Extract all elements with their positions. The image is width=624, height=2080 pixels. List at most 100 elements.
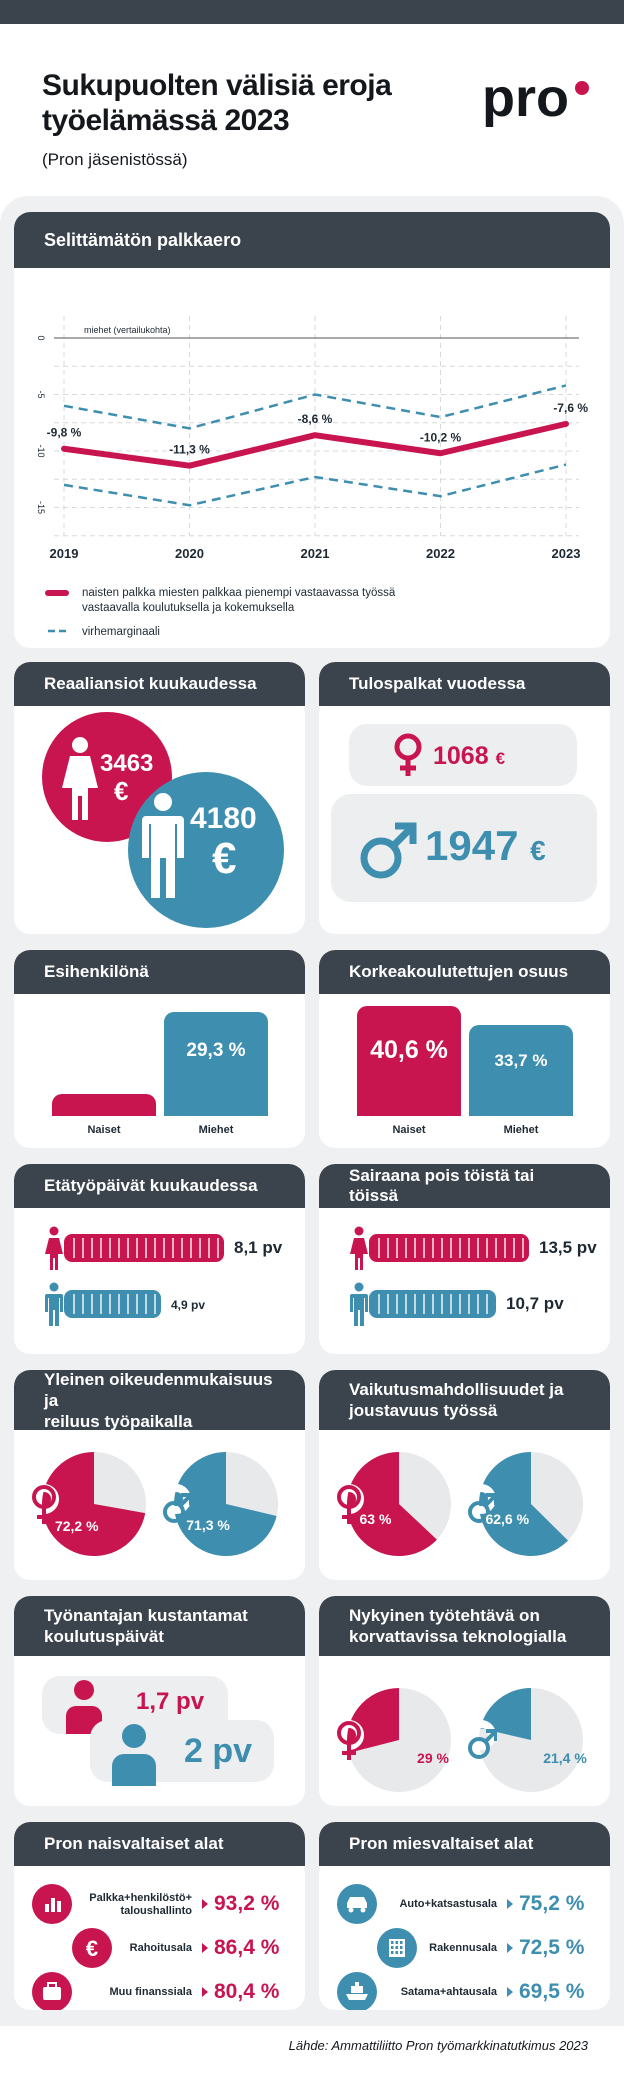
women-income-value: 3463 (100, 750, 154, 777)
male-fields-list: Auto+katsastusala 75,2 % Rakennusala 72,5 %… (319, 1822, 610, 2010)
industry-label-line: Muu finanssiala (109, 1986, 192, 1998)
pay-gap-card: Selittämätön palkkaero miehet (vertailuk… (14, 212, 610, 648)
pie-slice (479, 1452, 568, 1556)
women-bonus-value: 1068 € (433, 742, 506, 770)
bonus-card: Tulospalkat vuodessa 1068 € 1947 € (319, 662, 610, 934)
pie-value-label: 72,2 % (54, 1517, 99, 1534)
industry-label: Palkka+henkilöstö+ taloushallinto (54, 1892, 192, 1918)
industry-value: 75,2 % (519, 1892, 585, 1915)
pill-bar (64, 1234, 224, 1262)
male-symbol-icon (162, 1484, 192, 1523)
training-heading: Työnantajan kustantamat koulutuspäivät (14, 1596, 305, 1656)
tech-chart: 29 % 21,4 % (319, 1596, 610, 1806)
value-arrow (202, 1899, 208, 1909)
industry-value: 69,5 % (519, 1980, 585, 2003)
chart-icon (32, 1884, 72, 1924)
page-subtitle: (Pron jäsenistössä) (42, 150, 188, 169)
male-symbol-icon (360, 822, 417, 879)
man-bust-icon (112, 1724, 156, 1786)
pie-value-label: 71,3 % (186, 1517, 230, 1534)
pill-value-label: 10,7 pv (506, 1294, 564, 1313)
person-body (350, 1238, 368, 1270)
pie-value-label: 29 % (417, 1750, 449, 1766)
person-body (45, 1238, 63, 1270)
pie (42, 1452, 146, 1556)
bar (357, 1006, 461, 1116)
ship-icon (337, 1972, 377, 2010)
women-bonus-box (349, 724, 577, 786)
pro-logo: pro (482, 68, 589, 128)
data-label: -8,6 % (298, 412, 333, 426)
value-arrow (507, 1943, 513, 1953)
icon-part (395, 1941, 398, 1944)
women-income-unit: € (114, 776, 129, 806)
bar (469, 1024, 573, 1116)
icon-part (57, 1901, 61, 1912)
pay-gap-chart: miehet (vertailukohta) 0 -5 -10 -15 -9,8 % -11… (36, 316, 588, 638)
supervisor-chart: 6,9 % Naiset 29,3 % Miehet (14, 950, 305, 1148)
icon-part (355, 1982, 359, 1986)
bar-category-label: Miehet (503, 1124, 539, 1136)
men-bonus-box (331, 794, 597, 902)
pay-gap-series-line (61, 420, 569, 469)
bar-category-label: Naiset (392, 1124, 426, 1136)
industry-value: 93,2 % (214, 1892, 280, 1915)
women-training-value: 1,7 pv (136, 1688, 205, 1715)
person-head (49, 1226, 59, 1236)
woman-icon (62, 737, 98, 820)
pill-value-label: 8,1 pv (234, 1238, 283, 1257)
bar (52, 1094, 156, 1116)
female-symbol-icon (335, 1720, 364, 1760)
industry-label-line: Rakennusala (429, 1942, 497, 1954)
symbol-arrowhead (181, 1493, 192, 1505)
person-body (350, 1294, 368, 1326)
data-label: -11,3 % (169, 443, 210, 457)
sick-chart: 13,5 pv 10,7 pv (319, 1164, 610, 1354)
pill-value-label: 4,9 pv (171, 1298, 206, 1312)
icon-part (346, 1994, 368, 2000)
female-symbol-icon (394, 733, 422, 776)
industry-value: 86,4 % (214, 1936, 280, 1959)
pie-slice (42, 1452, 146, 1556)
man-icon (45, 1282, 63, 1326)
y-tick-label: 0 (36, 335, 46, 340)
bonus-heading: Tulospalkat vuodessa (319, 662, 610, 706)
industry-value: 72,5 % (519, 1936, 585, 1959)
supervisor-card: Esihenkilönä 6,9 % Naiset 29,3 % Miehet (14, 950, 305, 1148)
data-label: -9,8 % (47, 426, 82, 440)
bar-category-label: Naiset (87, 1124, 121, 1136)
tech-heading: Nykyinen työtehtävä on korvattavissa tekn… (319, 1596, 610, 1656)
icon-part (391, 1941, 394, 1944)
euro-icon: € (72, 1928, 112, 1968)
bar (164, 1012, 268, 1116)
industry-label-line: Rahoitusala (129, 1942, 192, 1954)
bar-value-label: 33,7 % (494, 1050, 548, 1070)
sick-card: Sairaana pois töistä tai töissä 13,5 pv 1… (319, 1164, 610, 1354)
legend-label-main: naisten palkka miesten palkkaa pienempi … (82, 587, 396, 599)
icon-part (400, 1951, 403, 1954)
industry-label: Satama+ahtausala (359, 1986, 497, 1999)
margin-series-line (63, 463, 567, 507)
male-fields-card: Pron miesvaltaiset alat Auto+katsastusal… (319, 1822, 610, 2010)
pie (479, 1452, 583, 1556)
training-card: Työnantajan kustantamat koulutuspäivät 1,… (14, 1596, 305, 1806)
pill-bar (64, 1290, 161, 1318)
higher-edu-chart: 40,6 % Naiset 33,7 % Miehet (319, 950, 610, 1148)
person-head (354, 1226, 364, 1236)
tech-card: Nykyinen työtehtävä on korvattavissa tekn… (319, 1596, 610, 1806)
icon-part (395, 1951, 398, 1954)
supervisor-heading: Esihenkilönä (14, 950, 305, 994)
icon-part (395, 1946, 398, 1949)
icon-part (391, 1951, 394, 1954)
page-title: Sukupuolten välisiä eroja työelämässä 20… (42, 69, 392, 137)
icon-part (348, 1907, 354, 1913)
man-icon (142, 793, 184, 898)
female-symbol-icon (30, 1484, 59, 1524)
pie-slice (174, 1452, 277, 1556)
icon-part (391, 1946, 394, 1949)
pie (174, 1452, 278, 1556)
x-tick-label: 2023 (552, 546, 581, 561)
pill-value-label: 13,5 pv (539, 1238, 597, 1257)
icon-part (43, 1987, 61, 2000)
female-fields-list: Palkka+henkilöstö+ taloushallinto 93,2 % € R… (14, 1822, 305, 2010)
